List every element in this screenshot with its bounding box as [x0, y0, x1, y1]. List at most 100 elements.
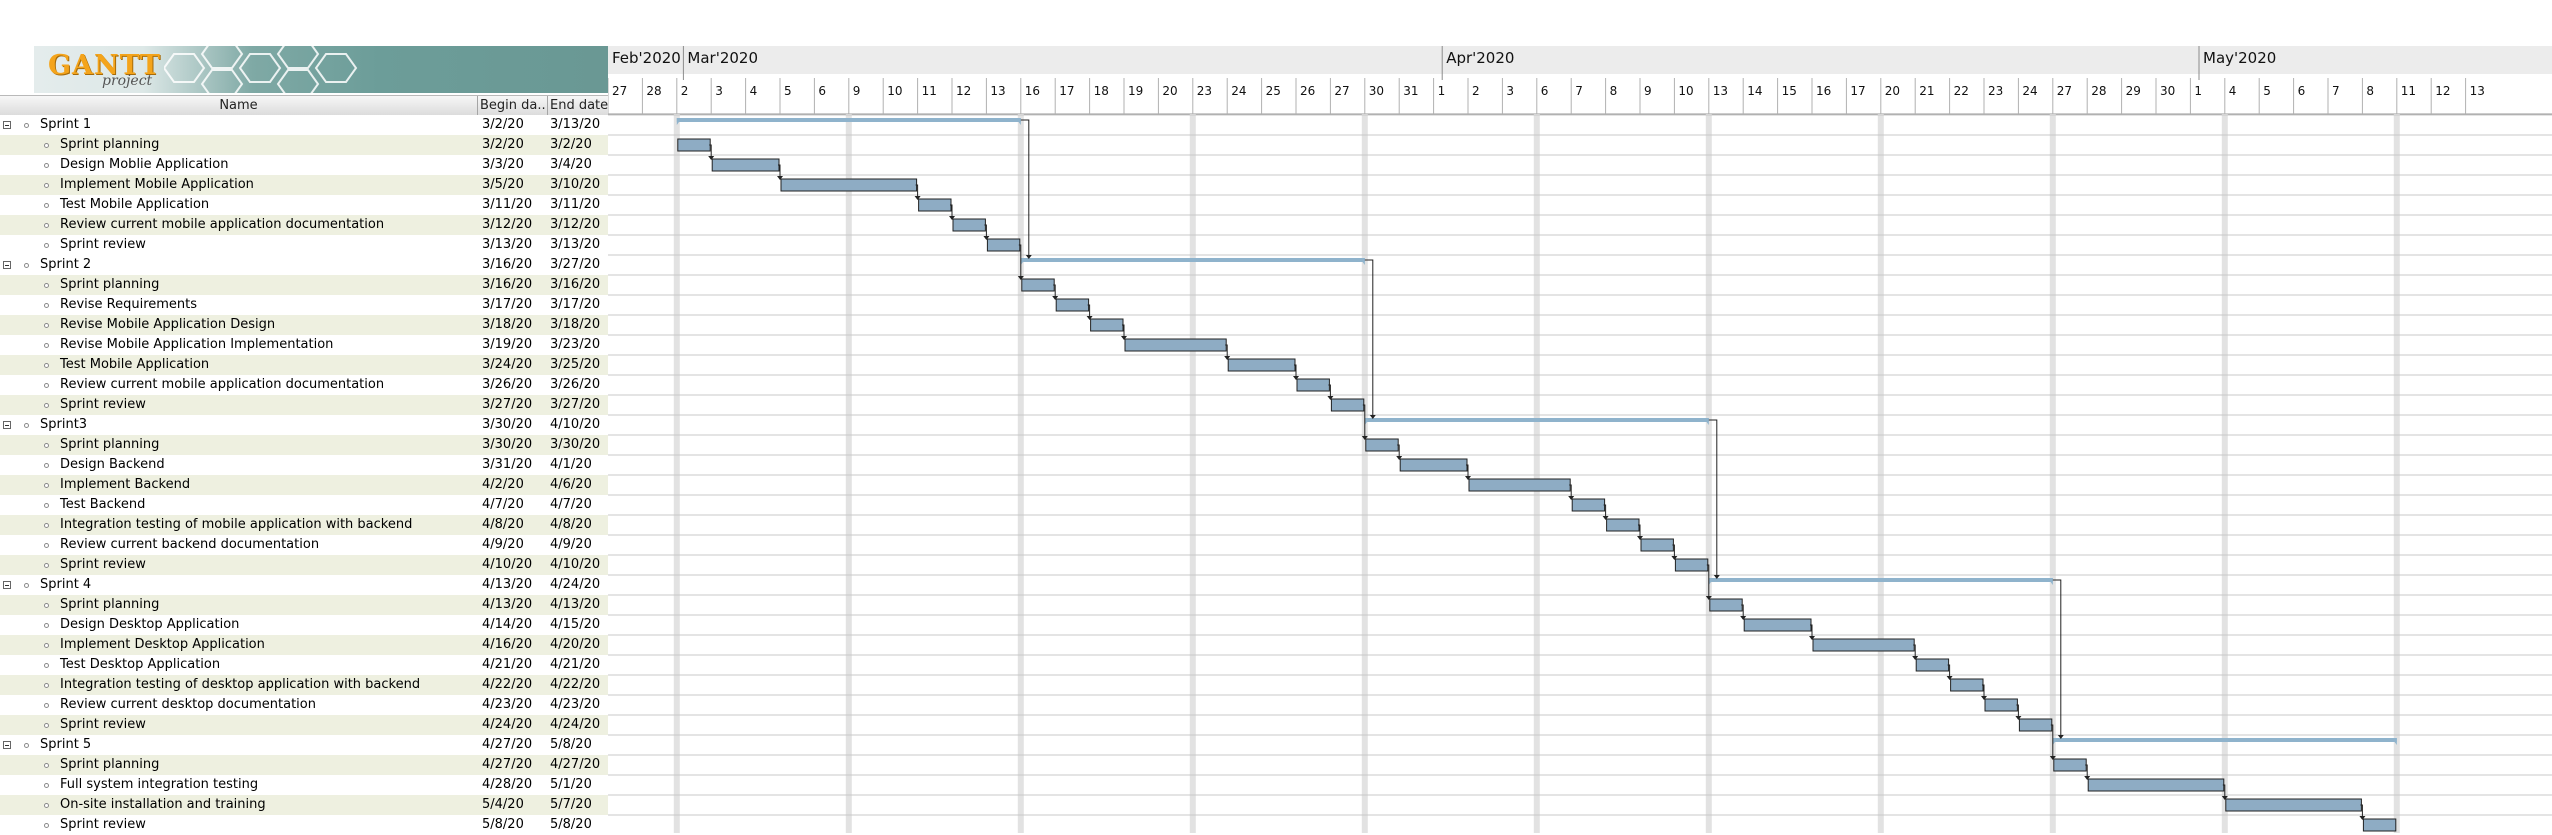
task-row[interactable]: Full system integration testing 4/28/20 5/… [0, 775, 608, 795]
task-end-date[interactable]: 4/21/20 [550, 657, 601, 672]
task-row[interactable]: On-site installation and training 5/4/20 5… [0, 795, 608, 815]
task-begin-date[interactable]: 3/13/20 [482, 237, 533, 252]
task-name-cell[interactable]: Sprint review [0, 395, 478, 415]
summary-bar[interactable] [1708, 578, 2053, 585]
task-begin-date[interactable]: 3/5/20 [482, 177, 524, 192]
summary-task-row[interactable]: Sprint3 3/30/20 4/10/20 [0, 415, 608, 435]
task-begin-date[interactable]: 3/30/20 [482, 437, 533, 452]
task-begin-date[interactable]: 3/31/20 [482, 457, 533, 472]
task-row[interactable]: Sprint review 4/10/20 4/10/20 [0, 555, 608, 575]
task-bar[interactable] [1640, 538, 1674, 552]
task-bar[interactable] [1055, 298, 1090, 312]
task-begin-date[interactable]: 3/2/20 [482, 137, 524, 152]
task-end-date[interactable]: 4/22/20 [550, 677, 601, 692]
column-header-name[interactable]: Name [0, 96, 478, 115]
task-name-cell[interactable]: Sprint3 [0, 415, 478, 435]
summary-bar[interactable] [2052, 738, 2397, 745]
task-begin-date[interactable]: 4/27/20 [482, 757, 533, 772]
task-begin-date[interactable]: 3/24/20 [482, 357, 533, 372]
task-end-date[interactable]: 3/4/20 [550, 157, 592, 172]
task-name-cell[interactable]: Sprint planning [0, 595, 478, 615]
task-end-date[interactable]: 3/12/20 [550, 217, 601, 232]
task-begin-date[interactable]: 4/13/20 [482, 597, 533, 612]
column-header-begin-date[interactable]: Begin da... [480, 96, 548, 115]
task-row[interactable]: Design Backend 3/31/20 4/1/20 [0, 455, 608, 475]
task-name-cell[interactable]: Test Mobile Application [0, 355, 478, 375]
collapse-toggle-icon[interactable] [3, 421, 11, 429]
task-row[interactable]: Sprint review 4/24/20 4/24/20 [0, 715, 608, 735]
summary-task-row[interactable]: Sprint 1 3/2/20 3/13/20 [0, 115, 608, 135]
task-name-cell[interactable]: Sprint review [0, 555, 478, 575]
task-end-date[interactable]: 3/11/20 [550, 197, 601, 212]
task-end-date[interactable]: 4/13/20 [550, 597, 601, 612]
task-name-cell[interactable]: Design Moblie Application [0, 155, 478, 175]
task-row[interactable]: Sprint review 3/13/20 3/13/20 [0, 235, 608, 255]
column-header-end-date[interactable]: End date [550, 98, 608, 113]
task-bar[interactable] [1709, 598, 1743, 612]
task-bar[interactable] [1365, 438, 1399, 452]
task-end-date[interactable]: 4/6/20 [550, 477, 592, 492]
task-row[interactable]: Sprint review 3/27/20 3/27/20 [0, 395, 608, 415]
task-begin-date[interactable]: 4/7/20 [482, 497, 524, 512]
task-row[interactable]: Integration testing of desktop applicati… [0, 675, 608, 695]
task-bar[interactable] [986, 238, 1021, 252]
summary-bar[interactable] [1020, 258, 1365, 265]
task-row[interactable]: Design Moblie Application 3/3/20 3/4/20 [0, 155, 608, 175]
task-bar[interactable] [1984, 698, 2018, 712]
task-end-date[interactable]: 4/24/20 [550, 577, 601, 592]
task-end-date[interactable]: 4/8/20 [550, 517, 592, 532]
task-begin-date[interactable]: 4/21/20 [482, 657, 533, 672]
task-begin-date[interactable]: 3/17/20 [482, 297, 533, 312]
task-end-date[interactable]: 4/10/20 [550, 557, 601, 572]
task-end-date[interactable]: 5/8/20 [550, 737, 592, 752]
task-end-date[interactable]: 3/16/20 [550, 277, 601, 292]
task-bar[interactable] [1674, 558, 1709, 572]
task-name-cell[interactable]: Design Desktop Application [0, 615, 478, 635]
task-bar[interactable] [1227, 358, 1296, 372]
task-end-date[interactable]: 4/20/20 [550, 637, 601, 652]
task-row[interactable]: Review current backend documentation 4/9/… [0, 535, 608, 555]
task-bar[interactable] [1021, 278, 1055, 292]
task-name-cell[interactable]: Test Mobile Application [0, 195, 478, 215]
task-begin-date[interactable]: 4/23/20 [482, 697, 533, 712]
task-end-date[interactable]: 3/25/20 [550, 357, 601, 372]
task-begin-date[interactable]: 3/12/20 [482, 217, 533, 232]
task-row[interactable]: Revise Mobile Application Design 3/18/20 3… [0, 315, 608, 335]
task-bar[interactable] [2018, 718, 2053, 732]
task-name-cell[interactable]: Revise Mobile Application Implementation [0, 335, 478, 355]
task-bar[interactable] [2225, 798, 2362, 812]
task-end-date[interactable]: 5/8/20 [550, 817, 592, 832]
task-end-date[interactable]: 4/10/20 [550, 417, 601, 432]
task-end-date[interactable]: 4/15/20 [550, 617, 601, 632]
task-row[interactable]: Implement Desktop Application 4/16/20 4/20… [0, 635, 608, 655]
task-begin-date[interactable]: 5/4/20 [482, 797, 524, 812]
task-begin-date[interactable]: 4/2/20 [482, 477, 524, 492]
task-name-cell[interactable]: Sprint 1 [0, 115, 478, 135]
task-row[interactable]: Review current mobile application docume… [0, 215, 608, 235]
task-bar[interactable] [1571, 498, 1606, 512]
task-begin-date[interactable]: 4/14/20 [482, 617, 533, 632]
collapse-toggle-icon[interactable] [3, 261, 11, 269]
task-begin-date[interactable]: 3/2/20 [482, 117, 524, 132]
task-end-date[interactable]: 3/27/20 [550, 257, 601, 272]
task-row[interactable]: Sprint review 5/8/20 5/8/20 [0, 815, 608, 835]
task-name-cell[interactable]: Sprint planning [0, 435, 478, 455]
task-name-cell[interactable]: Implement Backend [0, 475, 478, 495]
task-name-cell[interactable]: Review current backend documentation [0, 535, 478, 555]
task-row[interactable]: Implement Backend 4/2/20 4/6/20 [0, 475, 608, 495]
task-begin-date[interactable]: 3/3/20 [482, 157, 524, 172]
task-begin-date[interactable]: 4/22/20 [482, 677, 533, 692]
task-row[interactable]: Review current desktop documentation 4/23… [0, 695, 608, 715]
task-bar[interactable] [1468, 478, 1571, 492]
task-end-date[interactable]: 3/30/20 [550, 437, 601, 452]
task-row[interactable]: Implement Mobile Application 3/5/20 3/10/2… [0, 175, 608, 195]
task-begin-date[interactable]: 4/28/20 [482, 777, 533, 792]
task-name-cell[interactable]: Sprint planning [0, 275, 478, 295]
task-bar[interactable] [1399, 458, 1468, 472]
task-bar[interactable] [1124, 338, 1227, 352]
task-name-cell[interactable]: Test Backend [0, 495, 478, 515]
task-row[interactable]: Sprint planning 3/16/20 3/16/20 [0, 275, 608, 295]
summary-task-row[interactable]: Sprint 4 4/13/20 4/24/20 [0, 575, 608, 595]
task-bar[interactable] [677, 138, 711, 152]
task-bar[interactable] [2087, 778, 2225, 792]
